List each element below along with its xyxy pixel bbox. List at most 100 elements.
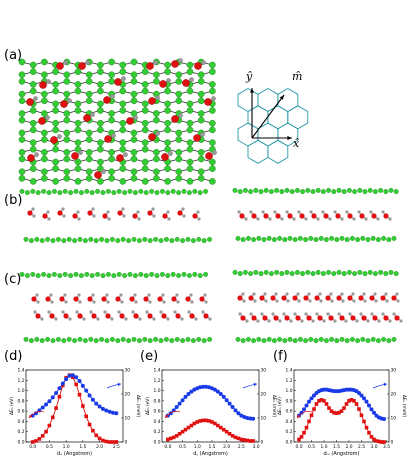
carbon-atom bbox=[341, 271, 347, 277]
oxygen-atom bbox=[189, 313, 195, 319]
data-point-square bbox=[307, 419, 311, 424]
arrow-x-head bbox=[287, 136, 292, 140]
carbon-atom bbox=[164, 126, 171, 134]
oxygen-atom bbox=[317, 315, 323, 321]
carbon-atom bbox=[127, 188, 133, 194]
carbon-atom bbox=[130, 129, 138, 137]
hydrogen-atom bbox=[46, 79, 51, 84]
carbon-atom bbox=[297, 235, 303, 241]
carbon-atom bbox=[85, 97, 93, 105]
carbon-atom bbox=[95, 188, 101, 194]
hydrogen-atom bbox=[178, 58, 183, 63]
data-point-circle bbox=[251, 416, 256, 421]
oxygen-atom bbox=[105, 313, 111, 319]
carbon-atom bbox=[294, 269, 300, 275]
oxygen-atom bbox=[56, 62, 64, 70]
hydrogen-atom bbox=[344, 319, 348, 323]
x-tick-label: 0.5 bbox=[46, 444, 53, 450]
hydrogen-atom bbox=[92, 214, 96, 218]
carbon-atom bbox=[130, 78, 138, 85]
carbon-atom bbox=[334, 338, 340, 344]
carbon-atom bbox=[105, 188, 111, 194]
carbon-atom bbox=[305, 269, 311, 275]
hydrogen-atom bbox=[333, 210, 337, 214]
data-point-square bbox=[347, 399, 351, 403]
data-point-circle bbox=[100, 406, 105, 411]
x-tick-label: 3.0 bbox=[253, 444, 260, 450]
carbon-atom bbox=[29, 68, 37, 75]
carbon-atom bbox=[18, 58, 26, 66]
hydrogen-atom bbox=[308, 299, 312, 303]
carbon-atom bbox=[142, 336, 148, 342]
hydrogen-atom bbox=[105, 293, 109, 297]
hydrogen-atom bbox=[297, 210, 301, 214]
oxygen-atom bbox=[63, 313, 69, 319]
axis-label-y: ŷ bbox=[245, 70, 253, 83]
carbon-atom bbox=[100, 190, 106, 196]
panel-label-a: (a) bbox=[4, 48, 23, 63]
data-point-square bbox=[207, 419, 211, 423]
oxygen-atom bbox=[73, 296, 79, 302]
data-point-square bbox=[327, 406, 331, 410]
carbon-atom bbox=[186, 61, 194, 69]
carbon-atom bbox=[147, 338, 153, 344]
carbon-atom bbox=[130, 71, 138, 78]
hydrogen-atom bbox=[101, 169, 106, 174]
data-point-circle bbox=[362, 396, 366, 401]
data-point-square bbox=[374, 439, 379, 443]
oxygen-atom bbox=[171, 296, 177, 302]
data-point-circle bbox=[212, 387, 217, 392]
carbon-atom bbox=[164, 178, 171, 185]
data-point-square bbox=[84, 414, 89, 419]
carbon-atom bbox=[186, 145, 194, 153]
carbon-atom bbox=[52, 87, 59, 95]
data-point-square bbox=[192, 421, 197, 426]
carbon-atom bbox=[63, 78, 71, 85]
hydrogen-atom bbox=[352, 217, 356, 221]
carbon-atom bbox=[192, 188, 198, 194]
data-point-square bbox=[210, 420, 214, 424]
oxygen-atom bbox=[361, 315, 367, 321]
data-point-circle bbox=[34, 411, 39, 416]
carbon-atom bbox=[24, 273, 30, 279]
carbon-atom bbox=[108, 71, 115, 78]
hydrogen-atom bbox=[330, 299, 334, 303]
y-left-tick-label: 0.6 bbox=[18, 409, 25, 415]
carbon-atom bbox=[256, 235, 262, 241]
hydrogen-atom bbox=[249, 210, 253, 214]
hydrogen-atom bbox=[307, 292, 311, 296]
carbon-atom bbox=[88, 336, 94, 342]
hydrogen-atom bbox=[136, 210, 140, 214]
data-point-circle bbox=[357, 391, 361, 396]
data-point-circle bbox=[218, 392, 223, 396]
hydrogen-atom bbox=[267, 319, 271, 323]
panel-label-f: (f) bbox=[273, 349, 288, 364]
hydrogen-atom bbox=[264, 299, 268, 303]
data-point-circle bbox=[74, 375, 79, 380]
arrow-y-head bbox=[250, 88, 254, 93]
data-point-square bbox=[239, 437, 244, 442]
hydrogen-atom bbox=[392, 312, 396, 316]
carbon-atom bbox=[24, 190, 30, 196]
carbon-atom bbox=[237, 271, 243, 277]
hydrogen-atom bbox=[148, 300, 152, 304]
hydrogen-atom bbox=[373, 292, 377, 296]
hydrogen-atom bbox=[357, 210, 361, 214]
carbon-atom bbox=[391, 336, 397, 342]
carbon-atom bbox=[186, 158, 194, 166]
carbon-atom bbox=[346, 187, 352, 193]
carbon-atom bbox=[263, 269, 269, 275]
y-left-tick-label: 1.2 bbox=[154, 378, 161, 384]
carbon-atom bbox=[120, 336, 126, 342]
carbon-atom bbox=[153, 148, 160, 156]
hydrogen-atom bbox=[241, 292, 245, 296]
hydrogen-atom bbox=[252, 292, 256, 296]
oxygen-atom bbox=[303, 295, 309, 301]
hydrogen-atom bbox=[309, 210, 313, 214]
carbon-atom bbox=[197, 78, 205, 85]
data-point-square bbox=[57, 394, 62, 399]
hydrogen-atom bbox=[316, 217, 320, 221]
carbon-atom bbox=[119, 165, 127, 172]
carbon-atom bbox=[52, 145, 59, 153]
data-point-circle bbox=[64, 377, 69, 382]
